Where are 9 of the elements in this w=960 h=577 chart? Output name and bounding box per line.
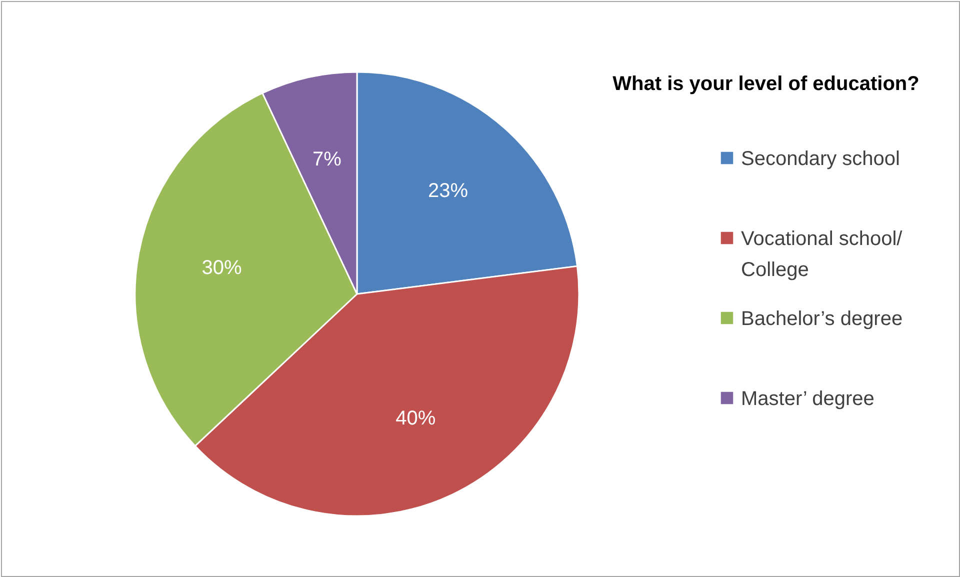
legend-label: Vocational school/ College [741, 228, 903, 281]
legend-label: Master’ degree [741, 388, 874, 410]
data-label: 30% [202, 257, 242, 280]
data-label: 23% [428, 180, 468, 202]
legend-label: Secondary school [741, 148, 900, 170]
chart-title: What is your level of education? [612, 73, 920, 95]
data-label: 40% [396, 408, 436, 430]
legend-label: Bachelor’s degree [741, 308, 903, 330]
data-label: 7% [312, 148, 342, 171]
